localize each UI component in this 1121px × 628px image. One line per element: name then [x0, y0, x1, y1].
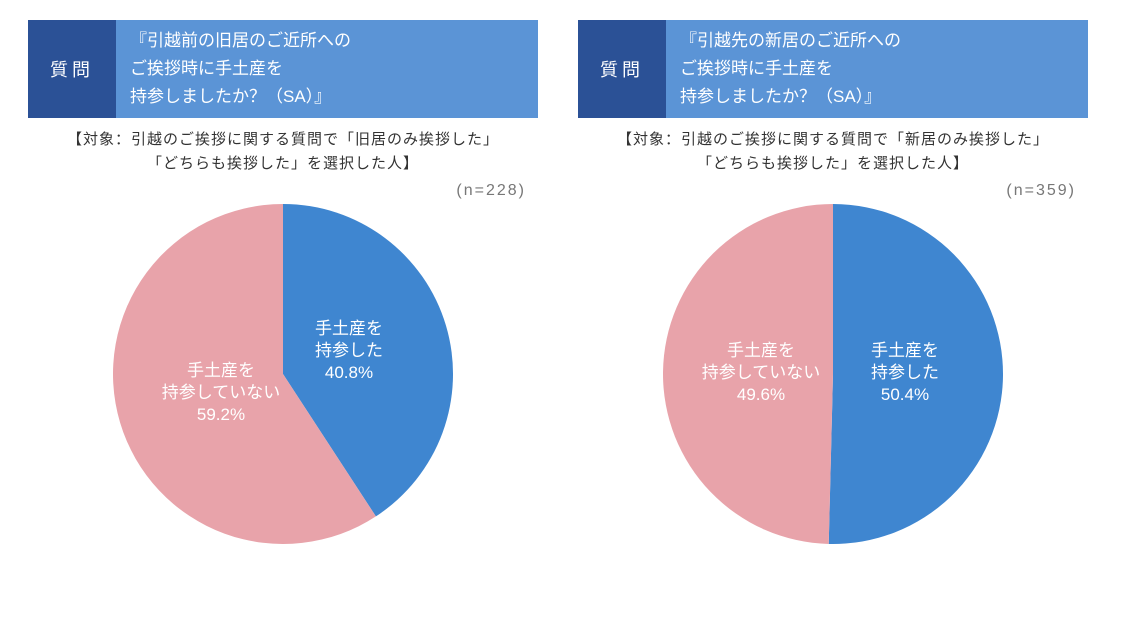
panel-old-residence: 質問 『引越前の旧居のご近所へのご挨拶時に手土産を持参しましたか？（SA）』 【… [28, 20, 538, 544]
header-label: 質問 [28, 20, 116, 118]
question-header: 質問 『引越先の新居のご近所へのご挨拶時に手土産を持参しましたか？（SA）』 [578, 20, 1088, 118]
target-subtitle: 【対象：引越のご挨拶に関する質問で「旧居のみ挨拶した」「どちらも挨拶した」を選択… [28, 128, 538, 176]
panels-row: 質問 『引越前の旧居のご近所へのご挨拶時に手土産を持参しましたか？（SA）』 【… [28, 20, 1093, 544]
pie-chart: 手土産を持参した50.4%手土産を持参していない49.6% [663, 204, 1003, 544]
pie-chart-wrap: 手土産を持参した50.4%手土産を持参していない49.6% [578, 204, 1088, 544]
header-label: 質問 [578, 20, 666, 118]
pie-slice-label: 手土産を持参した50.4% [871, 341, 939, 404]
question-text: 『引越先の新居のご近所へのご挨拶時に手土産を持参しましたか？（SA）』 [666, 20, 1088, 118]
n-count: (n=359) [578, 182, 1088, 200]
panel-new-residence: 質問 『引越先の新居のご近所へのご挨拶時に手土産を持参しましたか？（SA）』 【… [578, 20, 1088, 544]
target-subtitle: 【対象：引越のご挨拶に関する質問で「新居のみ挨拶した」「どちらも挨拶した」を選択… [578, 128, 1088, 176]
n-count: (n=228) [28, 182, 538, 200]
pie-slice-label: 手土産を持参した40.8% [315, 319, 383, 382]
pie-chart: 手土産を持参した40.8%手土産を持参していない59.2% [113, 204, 453, 544]
question-text-content: 『引越前の旧居のご近所へのご挨拶時に手土産を持参しましたか？（SA）』 [130, 27, 351, 111]
question-text-content: 『引越先の新居のご近所へのご挨拶時に手土産を持参しましたか？（SA）』 [680, 27, 901, 111]
question-header: 質問 『引越前の旧居のご近所へのご挨拶時に手土産を持参しましたか？（SA）』 [28, 20, 538, 118]
question-text: 『引越前の旧居のご近所へのご挨拶時に手土産を持参しましたか？（SA）』 [116, 20, 538, 118]
pie-chart-wrap: 手土産を持参した40.8%手土産を持参していない59.2% [28, 204, 538, 544]
